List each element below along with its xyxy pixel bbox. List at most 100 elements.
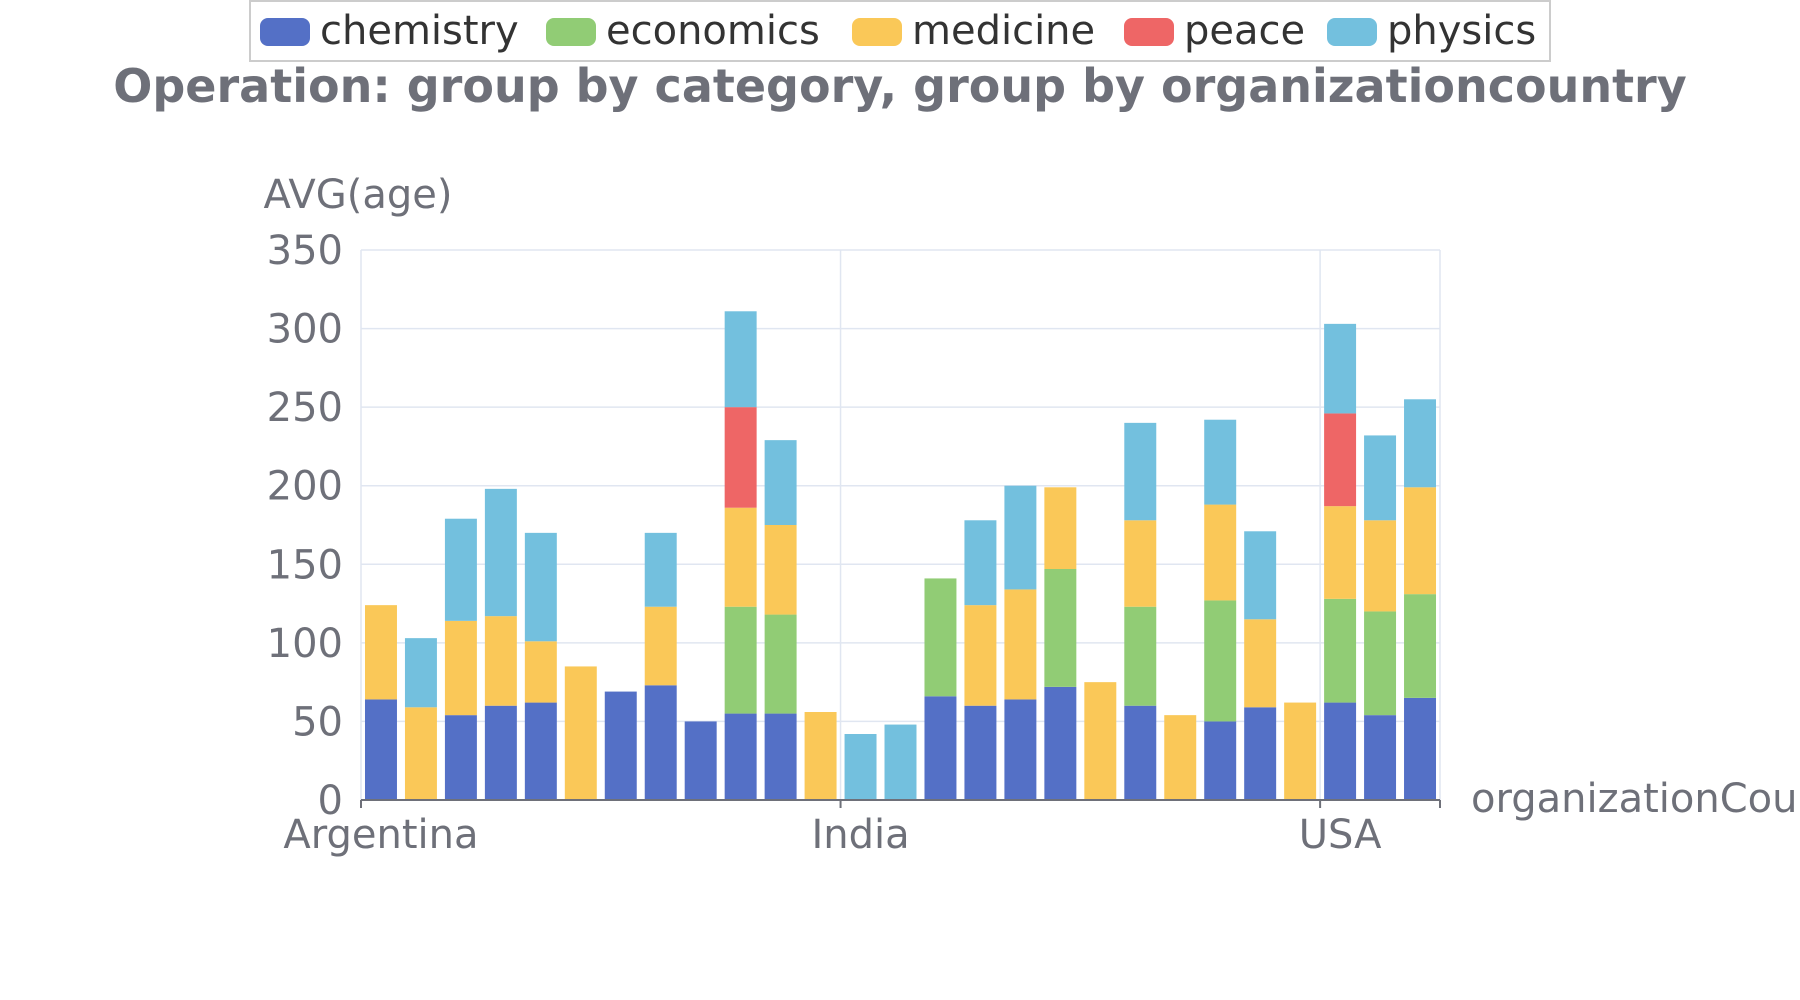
bar-physics-22[interactable] [1204, 419, 1237, 505]
bar-physics-14[interactable] [884, 724, 917, 800]
bar-medicine-1[interactable] [364, 605, 397, 700]
bar-medicine-27[interactable] [1404, 487, 1437, 595]
bar-medicine-21[interactable] [1164, 715, 1197, 800]
bar-medicine-26[interactable] [1364, 520, 1397, 612]
legend-label: medicine [912, 8, 1095, 54]
y-tick-label: 350 [267, 228, 343, 274]
y-tick-label: 100 [267, 621, 343, 667]
bar-medicine-5[interactable] [524, 641, 557, 703]
bar-peace-25[interactable] [1324, 413, 1357, 507]
bar-physics-26[interactable] [1364, 435, 1397, 521]
bar-chemistry-16[interactable] [964, 705, 997, 800]
y-tick-label: 200 [267, 464, 343, 510]
bar-economics-18[interactable] [1044, 569, 1077, 687]
bar-medicine-16[interactable] [964, 605, 997, 706]
legend-item-peace[interactable]: peace [1124, 8, 1305, 54]
bars [364, 311, 1437, 800]
y-axis-title: AVG(age) [264, 172, 453, 218]
bar-chemistry-17[interactable] [1004, 699, 1037, 800]
bar-physics-17[interactable] [1004, 485, 1037, 590]
bar-physics-2[interactable] [404, 638, 437, 708]
bar-economics-27[interactable] [1404, 594, 1437, 698]
bar-chemistry-8[interactable] [644, 685, 677, 800]
bar-medicine-4[interactable] [484, 616, 517, 706]
bar-chemistry-15[interactable] [924, 696, 957, 800]
bar-physics-27[interactable] [1404, 399, 1437, 488]
bar-physics-10[interactable] [724, 311, 757, 408]
legend-label: economics [606, 8, 820, 54]
bar-chemistry-18[interactable] [1044, 686, 1077, 800]
bar-physics-3[interactable] [444, 518, 477, 621]
bar-chemistry-5[interactable] [524, 702, 557, 800]
bar-medicine-6[interactable] [564, 666, 597, 800]
bar-medicine-8[interactable] [644, 606, 677, 686]
bar-chemistry-10[interactable] [724, 713, 757, 800]
bar-medicine-17[interactable] [1004, 589, 1037, 700]
bar-economics-22[interactable] [1204, 600, 1237, 722]
legend-label: chemistry [320, 8, 519, 54]
legend[interactable]: chemistry economics medicine peace physics [249, 0, 1551, 62]
bar-chemistry-9[interactable] [684, 721, 717, 800]
bar-chemistry-7[interactable] [604, 691, 637, 800]
bar-peace-10[interactable] [724, 407, 757, 508]
bar-medicine-24[interactable] [1284, 702, 1317, 800]
legend-label: physics [1387, 8, 1536, 54]
bar-physics-8[interactable] [644, 532, 677, 607]
x-axis: Argentina India USA [283, 799, 1441, 858]
legend-item-physics[interactable]: physics [1327, 8, 1536, 54]
bar-chemistry-27[interactable] [1404, 697, 1437, 800]
x-tick-label: India [811, 812, 909, 858]
bar-chemistry-11[interactable] [764, 713, 797, 800]
legend-label: peace [1184, 8, 1305, 54]
bar-medicine-11[interactable] [764, 525, 797, 615]
bar-physics-16[interactable] [964, 520, 997, 606]
bar-chemistry-26[interactable] [1364, 715, 1397, 800]
legend-item-economics[interactable]: economics [546, 8, 820, 54]
bar-economics-26[interactable] [1364, 611, 1397, 716]
bar-medicine-2[interactable] [404, 707, 437, 800]
legend-swatch [1327, 18, 1377, 46]
bar-physics-11[interactable] [764, 440, 797, 525]
bar-chemistry-25[interactable] [1324, 702, 1357, 800]
y-axis: 0 50 100 150 200 250 300 350 [267, 228, 343, 824]
bar-chemistry-22[interactable] [1204, 721, 1237, 800]
bar-medicine-25[interactable] [1324, 506, 1357, 599]
legend-item-chemistry[interactable]: chemistry [260, 8, 519, 54]
bar-medicine-22[interactable] [1204, 504, 1237, 601]
x-tick-label: USA [1299, 812, 1382, 858]
bar-economics-15[interactable] [924, 578, 957, 697]
bar-chemistry-1[interactable] [364, 699, 397, 800]
legend-swatch [546, 18, 596, 46]
bar-chemistry-3[interactable] [444, 715, 477, 800]
bar-physics-23[interactable] [1244, 531, 1277, 620]
bar-medicine-10[interactable] [724, 507, 757, 607]
bar-medicine-23[interactable] [1244, 619, 1277, 708]
bar-physics-4[interactable] [484, 488, 517, 617]
legend-item-medicine[interactable]: medicine [852, 8, 1095, 54]
bar-medicine-3[interactable] [444, 620, 477, 716]
bar-economics-11[interactable] [764, 614, 797, 714]
bar-economics-10[interactable] [724, 606, 757, 714]
y-tick-label: 300 [267, 307, 343, 353]
bar-medicine-19[interactable] [1084, 682, 1117, 800]
bar-medicine-20[interactable] [1124, 520, 1157, 607]
bar-physics-13[interactable] [844, 734, 877, 800]
y-tick-label: 250 [267, 385, 343, 431]
grid [360, 249, 1441, 800]
y-tick-label: 50 [292, 699, 343, 745]
bar-physics-5[interactable] [524, 532, 557, 642]
chart-title: Operation: group by category, group by o… [113, 59, 1686, 113]
bar-economics-20[interactable] [1124, 606, 1157, 706]
bar-economics-25[interactable] [1324, 598, 1357, 703]
bar-medicine-12[interactable] [804, 712, 837, 800]
bar-chemistry-23[interactable] [1244, 707, 1277, 800]
bar-physics-25[interactable] [1324, 323, 1357, 414]
bar-chemistry-20[interactable] [1124, 705, 1157, 800]
bar-physics-20[interactable] [1124, 422, 1157, 521]
bar-chemistry-4[interactable] [484, 705, 517, 800]
legend-swatch [1124, 18, 1174, 46]
bar-medicine-18[interactable] [1044, 487, 1077, 569]
y-tick-label: 0 [318, 778, 343, 824]
x-tick-label: Argentina [283, 812, 478, 858]
